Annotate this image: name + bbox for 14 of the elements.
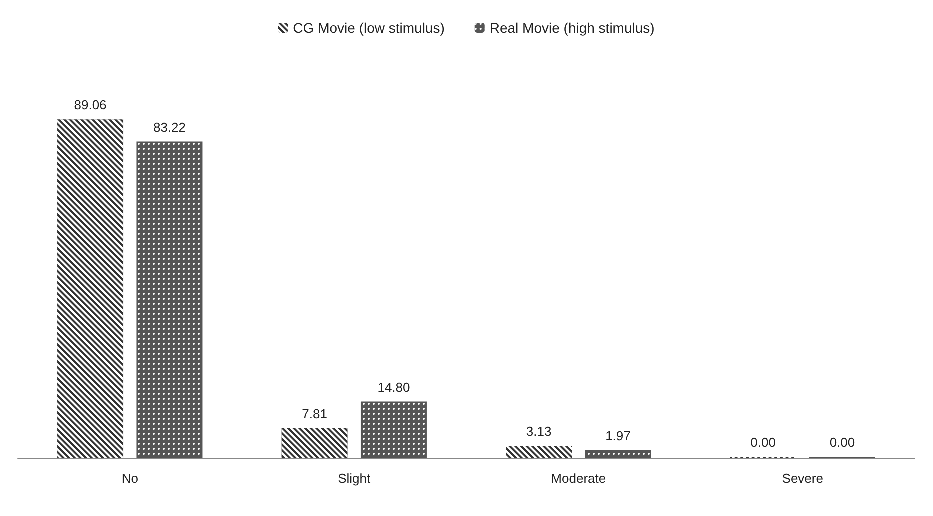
x-tick-label: Severe bbox=[782, 471, 824, 486]
data-label: 89.06 bbox=[74, 98, 107, 113]
legend-label: Real Movie (high stimulus) bbox=[490, 20, 655, 36]
x-tick-label: Moderate bbox=[551, 471, 606, 486]
data-label: 14.80 bbox=[378, 380, 410, 395]
data-label: 0.00 bbox=[750, 435, 776, 450]
data-label: 1.97 bbox=[606, 428, 631, 444]
legend-label: CG Movie (low stimulus) bbox=[293, 20, 445, 36]
data-label: 83.22 bbox=[153, 120, 186, 135]
data-label: 3.13 bbox=[526, 424, 552, 440]
x-tick-label: Slight bbox=[338, 471, 372, 486]
x-tick-label: No bbox=[122, 471, 138, 486]
data-label: 0.00 bbox=[830, 435, 856, 450]
data-label: 7.81 bbox=[302, 406, 328, 422]
